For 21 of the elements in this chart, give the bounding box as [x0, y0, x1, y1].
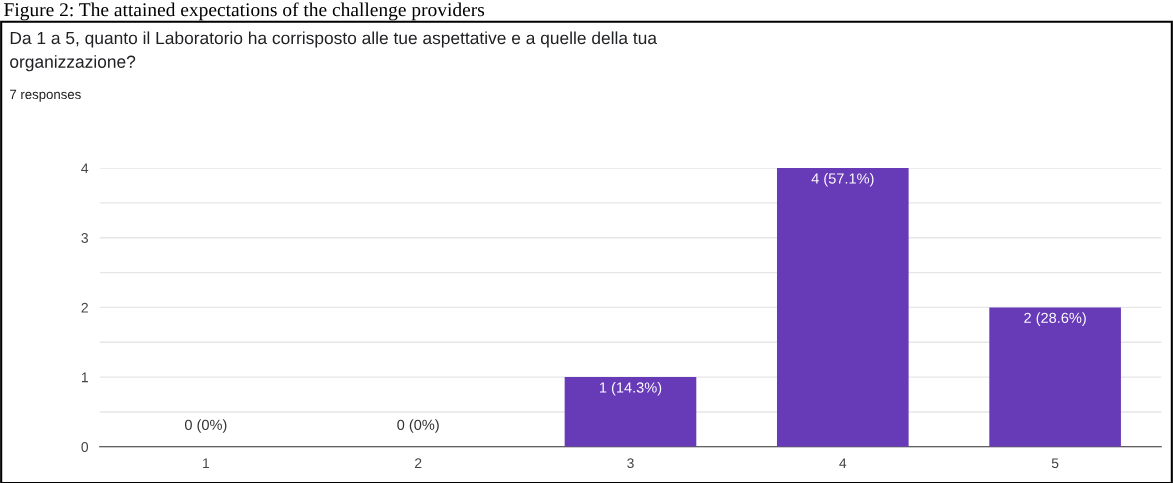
chart-subtitle: 7 responses	[10, 89, 81, 102]
data-label: 2 (28.6%)	[1024, 312, 1086, 326]
x-tick-label: 4	[839, 458, 847, 468]
bar	[564, 377, 697, 447]
x-tick-label: 5	[1051, 458, 1059, 469]
chart-title: Da 1 a 5, quanto il Laboratorio ha corrisposto alle tue aspettative e a quelle della tua organizzazione?	[10, 31, 657, 72]
x-tick-label: 3	[627, 458, 634, 469]
y-tick-label: 4	[81, 163, 89, 174]
data-label: 4 (57.1%)	[811, 172, 874, 187]
y-tick-label: 1	[81, 372, 88, 383]
y-tick-label: 3	[81, 233, 88, 243]
bar	[989, 307, 1121, 447]
bar	[776, 168, 909, 447]
x-tick-label: 1	[203, 458, 210, 468]
data-label: 0 (0%)	[184, 419, 227, 433]
data-label: 1 (14.3%)	[599, 381, 662, 396]
data-label: 0 (0%)	[397, 419, 439, 433]
y-tick-label: 0	[81, 442, 89, 452]
x-tick-label: 2	[415, 458, 422, 468]
y-tick-label: 2	[81, 302, 88, 313]
caption: Figure 2: The attained expectations of the challenge providers	[4, 2, 485, 21]
